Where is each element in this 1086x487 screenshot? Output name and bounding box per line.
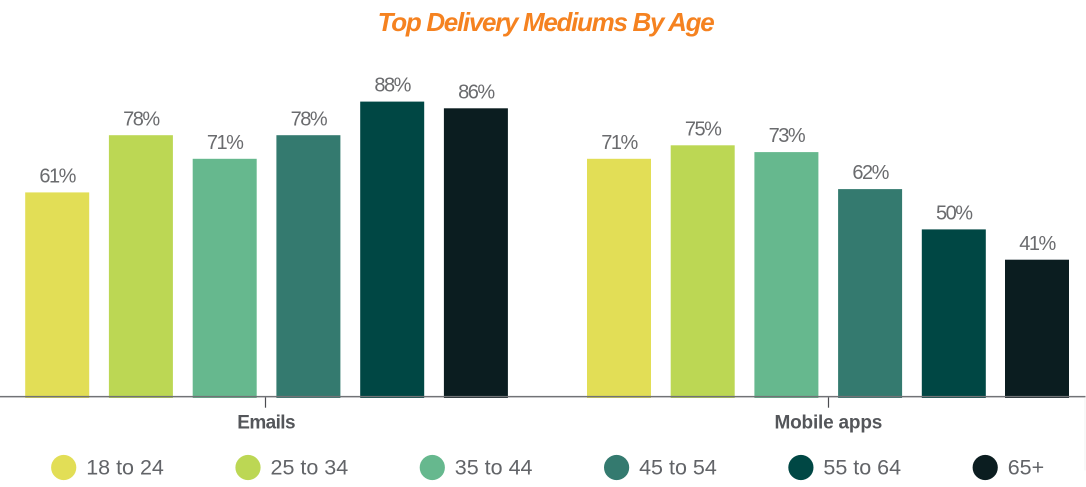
svg-text:62%: 62%	[852, 162, 889, 184]
svg-text:75%: 75%	[685, 118, 722, 140]
svg-text:55 to 64: 55 to 64	[823, 456, 901, 480]
svg-text:41%: 41%	[1019, 233, 1056, 255]
svg-text:71%: 71%	[207, 132, 244, 154]
svg-text:35 to 44: 35 to 44	[455, 456, 533, 480]
svg-text:18 to 24: 18 to 24	[86, 456, 164, 480]
svg-text:65+: 65+	[1008, 456, 1044, 480]
svg-text:78%: 78%	[123, 108, 160, 130]
svg-text:Top Delivery Mediums By Age: Top Delivery Mediums By Age	[378, 7, 715, 37]
svg-text:Mobile apps: Mobile apps	[775, 413, 883, 434]
svg-text:Emails: Emails	[237, 413, 295, 434]
svg-text:25 to 34: 25 to 34	[271, 456, 349, 480]
svg-text:78%: 78%	[291, 108, 328, 130]
svg-text:61%: 61%	[39, 166, 76, 188]
svg-text:45 to 54: 45 to 54	[639, 456, 717, 480]
svg-text:88%: 88%	[374, 75, 411, 97]
svg-text:86%: 86%	[458, 81, 495, 103]
svg-text:50%: 50%	[936, 203, 973, 225]
svg-text:73%: 73%	[769, 125, 806, 147]
svg-text:71%: 71%	[601, 132, 638, 154]
